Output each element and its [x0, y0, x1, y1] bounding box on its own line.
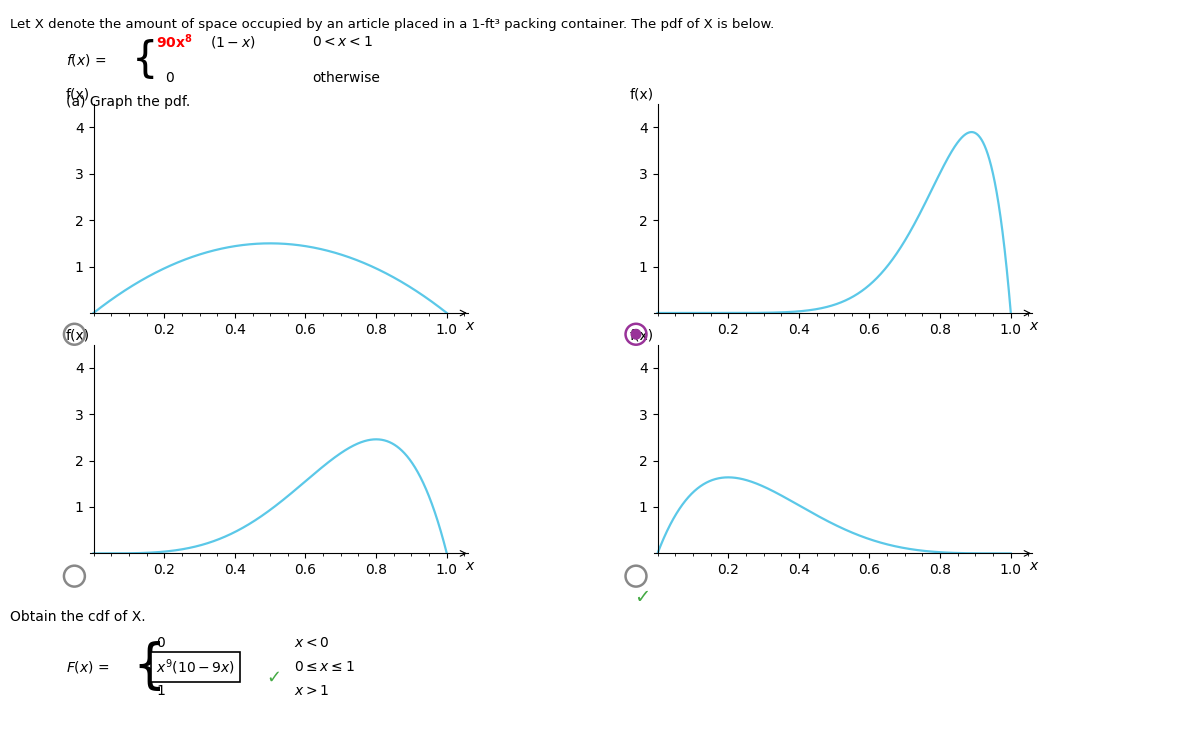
- Text: x: x: [1030, 319, 1038, 333]
- Text: x: x: [466, 319, 474, 333]
- Circle shape: [630, 329, 642, 339]
- Text: 0: 0: [156, 636, 164, 650]
- Text: 1: 1: [156, 684, 164, 699]
- Text: $x > 1$: $x > 1$: [294, 684, 329, 699]
- Text: $0 < x < 1$: $0 < x < 1$: [312, 34, 373, 49]
- Text: f(x): f(x): [630, 328, 654, 342]
- Text: $x^9(10 - 9x)$: $x^9(10 - 9x)$: [156, 658, 235, 677]
- Text: {: {: [132, 641, 166, 693]
- Text: $(1 - x)$: $(1 - x)$: [210, 34, 256, 50]
- Text: $\mathbf{90x^8}$: $\mathbf{90x^8}$: [156, 32, 193, 51]
- Text: f(x): f(x): [66, 88, 90, 102]
- Text: $f(x)$ =: $f(x)$ =: [66, 52, 107, 68]
- Text: (a) Graph the pdf.: (a) Graph the pdf.: [66, 95, 191, 109]
- Text: x: x: [466, 559, 474, 573]
- Text: ✓: ✓: [634, 588, 650, 607]
- Text: x: x: [1030, 559, 1038, 573]
- Text: $x < 0$: $x < 0$: [294, 636, 330, 650]
- Text: f(x): f(x): [630, 88, 654, 102]
- Text: Obtain the cdf of X.: Obtain the cdf of X.: [10, 610, 145, 624]
- Text: otherwise: otherwise: [312, 71, 380, 86]
- Text: {: {: [132, 39, 158, 81]
- Text: $0 \leq x \leq 1$: $0 \leq x \leq 1$: [294, 660, 355, 674]
- Text: Let X denote the amount of space occupied by an article placed in a 1-ft³ packin: Let X denote the amount of space occupie…: [10, 18, 774, 32]
- Text: 0: 0: [166, 71, 174, 86]
- Text: ✓: ✓: [266, 668, 281, 686]
- Text: $F(x)$ =: $F(x)$ =: [66, 659, 109, 675]
- Text: f(x): f(x): [66, 328, 90, 342]
